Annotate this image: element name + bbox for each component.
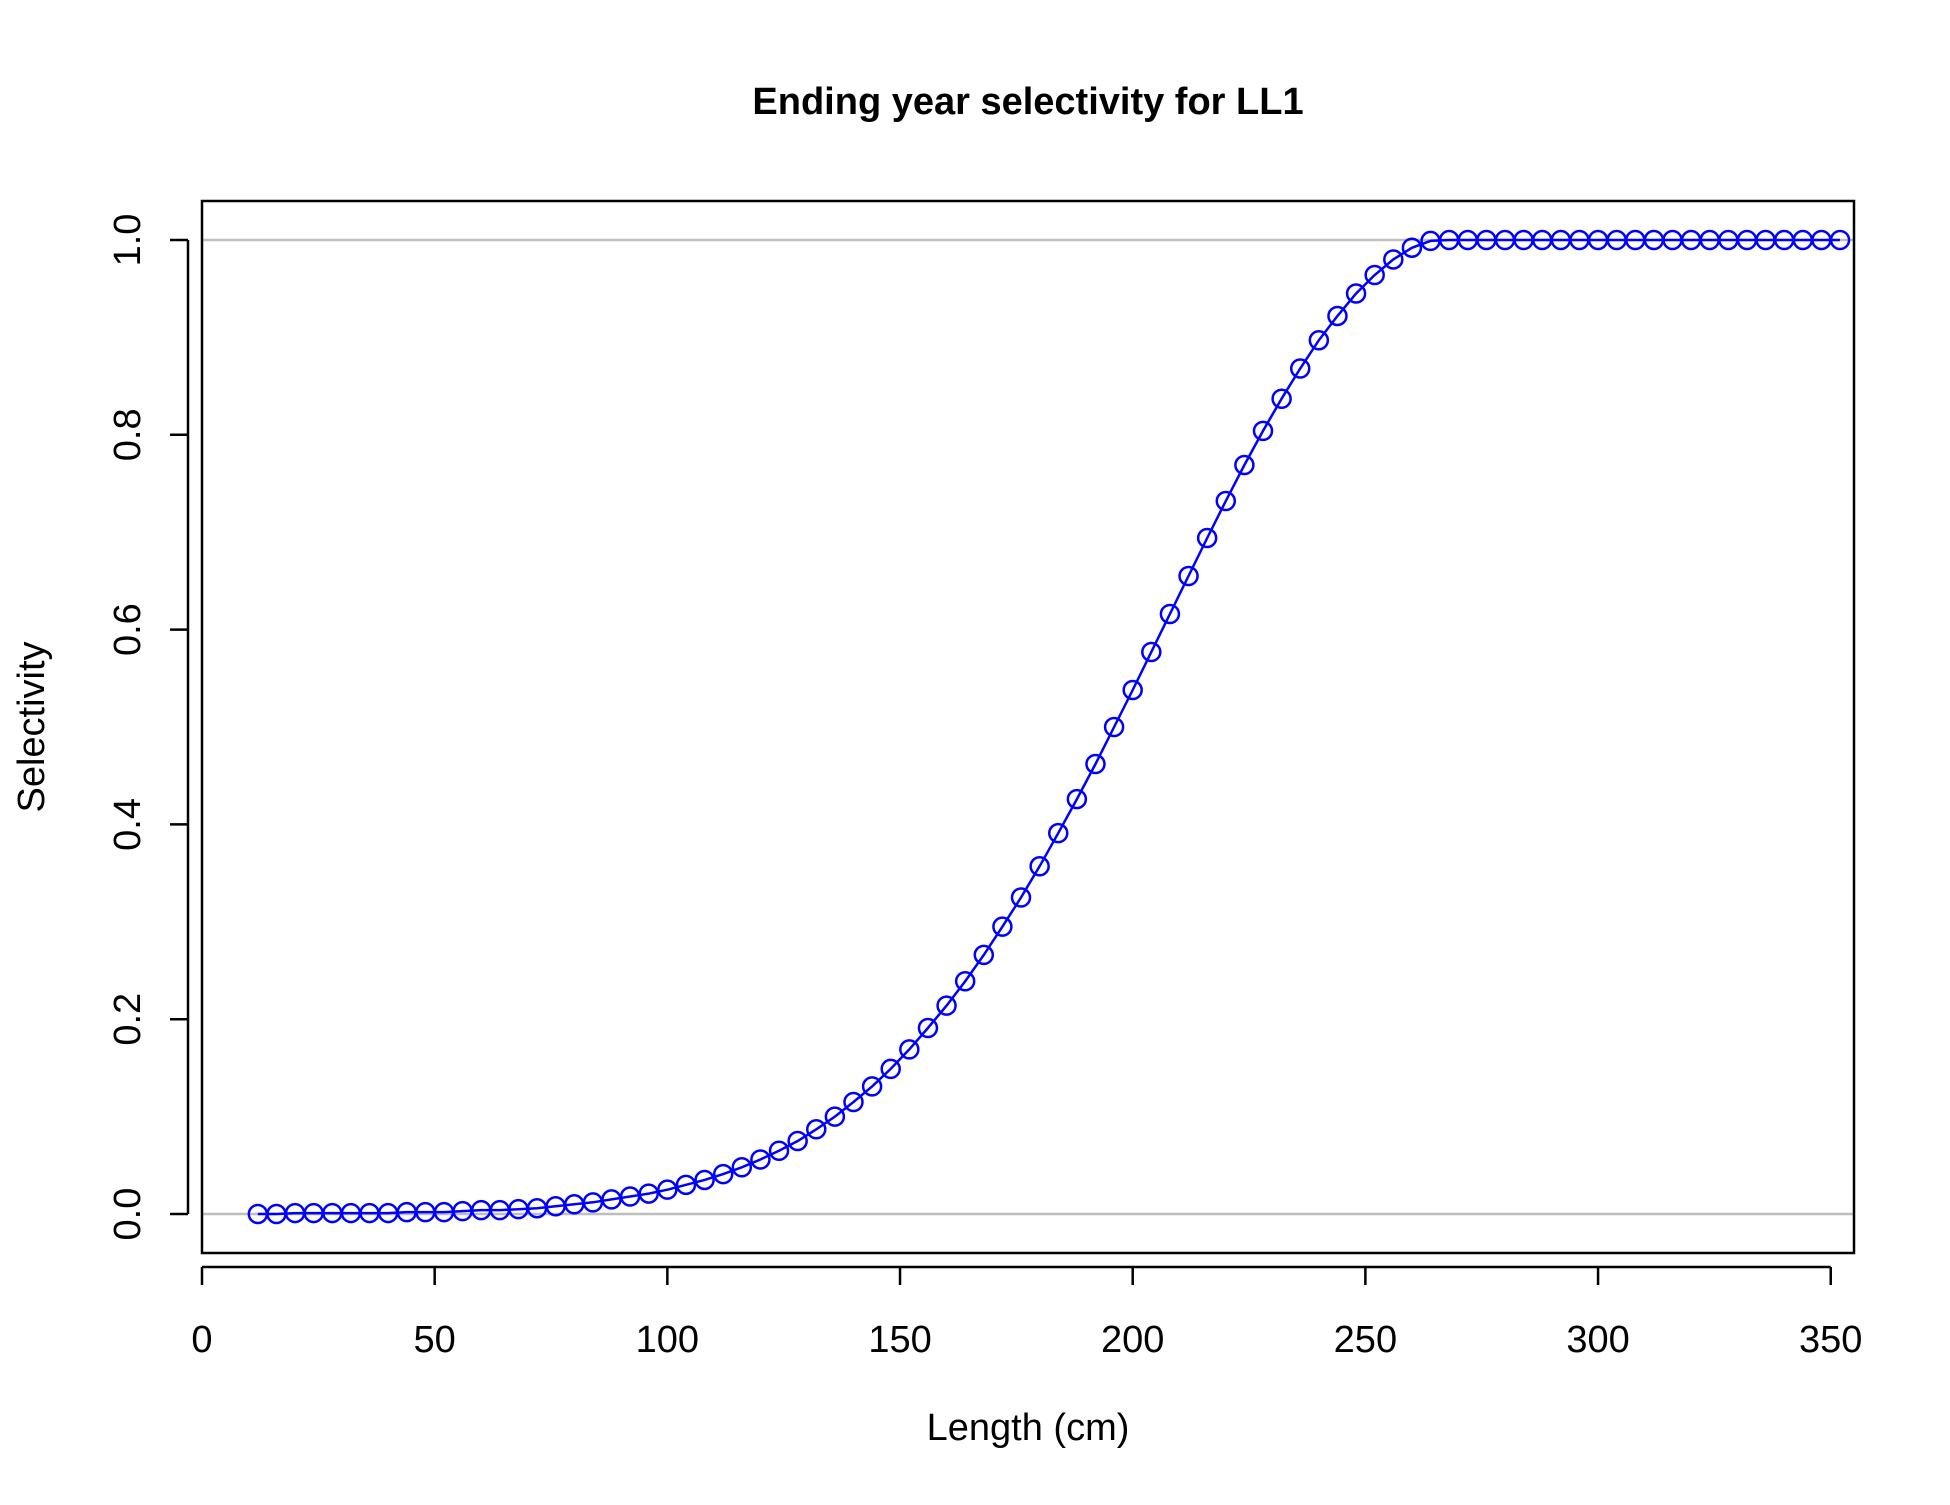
data-point xyxy=(1196,527,1218,549)
x-tick-label: 250 xyxy=(1334,1319,1397,1361)
series-layer xyxy=(247,229,1851,1225)
data-point xyxy=(1215,490,1237,512)
data-point xyxy=(731,1157,753,1178)
data-point xyxy=(880,1058,901,1080)
data-point xyxy=(1010,887,1032,908)
plot-frame xyxy=(200,199,1856,1255)
x-axis-label: Length (cm) xyxy=(927,1407,1130,1449)
y-tick-label: 0.2 xyxy=(107,993,149,1046)
data-point xyxy=(1252,420,1274,442)
data-point xyxy=(1029,856,1050,877)
y-axis: 0.0 0.2 0.4 0.6 0.8 1.0 xyxy=(107,214,190,1241)
chart-title: Ending year selectivity for LL1 xyxy=(752,81,1303,123)
data-point xyxy=(712,1163,734,1185)
y-tick-label: 0.0 xyxy=(107,1188,149,1241)
data-point xyxy=(1234,454,1255,476)
y-tick-label: 0.8 xyxy=(107,408,149,461)
data-point xyxy=(694,1169,715,1191)
data-point xyxy=(675,1174,697,1196)
data-point xyxy=(1383,249,1404,270)
data-point xyxy=(1327,305,1348,327)
data-point xyxy=(1103,716,1125,738)
data-point xyxy=(657,1179,678,1200)
data-point xyxy=(1085,753,1106,775)
data-point xyxy=(1401,237,1423,259)
data-point xyxy=(954,970,976,992)
data-point xyxy=(1829,229,1851,251)
data-point xyxy=(638,1183,659,1204)
data-point xyxy=(1047,822,1069,844)
data-point xyxy=(824,1106,846,1127)
data-point xyxy=(1271,388,1292,409)
data-point xyxy=(1141,641,1162,663)
series-line-0 xyxy=(257,238,1840,1216)
data-point xyxy=(1308,330,1330,351)
data-point xyxy=(917,1017,939,1039)
x-tick-label: 150 xyxy=(868,1319,931,1361)
data-point xyxy=(750,1149,771,1170)
data-point xyxy=(973,944,995,966)
data-point xyxy=(1345,283,1367,304)
x-tick-label: 350 xyxy=(1799,1319,1862,1361)
data-point xyxy=(992,916,1013,937)
y-tick-label: 0.6 xyxy=(107,603,149,656)
data-point xyxy=(1159,603,1181,625)
data-point xyxy=(787,1130,808,1152)
y-tick-label: 1.0 xyxy=(107,214,149,267)
x-tick-label: 200 xyxy=(1101,1319,1164,1361)
data-point xyxy=(861,1076,883,1097)
data-point xyxy=(899,1039,920,1060)
reference-lines xyxy=(202,238,1854,1216)
data-point xyxy=(768,1140,790,1161)
data-point xyxy=(1066,788,1088,810)
x-tick-label: 300 xyxy=(1566,1319,1629,1361)
y-axis-label: Selectivity xyxy=(11,641,53,812)
data-point xyxy=(843,1091,864,1113)
data-point xyxy=(936,995,957,1016)
x-tick-label: 0 xyxy=(191,1319,212,1361)
data-point xyxy=(1289,358,1311,379)
x-tick-label: 100 xyxy=(636,1319,699,1361)
data-point xyxy=(806,1119,827,1140)
data-point xyxy=(1178,565,1199,587)
x-tick-label: 50 xyxy=(414,1319,456,1361)
data-point xyxy=(1364,264,1385,286)
y-tick-label: 0.4 xyxy=(107,798,149,851)
x-axis: 0 50 100 150 200 250 300 350 xyxy=(191,1265,1862,1361)
data-point xyxy=(1122,679,1143,701)
